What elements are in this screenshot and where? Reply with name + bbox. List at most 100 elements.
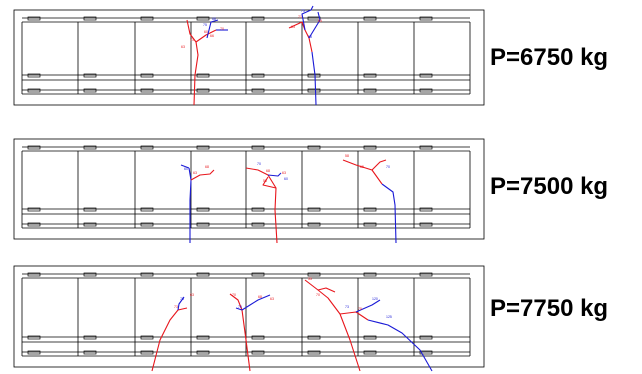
- stirrup-mark: [307, 335, 321, 340]
- crack-number: 68: [258, 295, 262, 299]
- beam-border: [13, 9, 485, 106]
- stirrup-mark: [27, 272, 41, 277]
- stirrup-mark: [27, 16, 41, 21]
- crack-number: 75: [238, 305, 242, 309]
- stirrup-mark: [419, 88, 433, 93]
- stirrup-mark: [196, 73, 210, 78]
- stirrup-mark: [27, 73, 41, 78]
- load-label-2: P=7500 kg: [490, 173, 608, 200]
- stirrup-mark: [83, 145, 97, 150]
- crack-number: 63: [291, 25, 295, 29]
- stirrup-mark: [196, 16, 210, 21]
- crack-line: [206, 19, 219, 39]
- crack-pattern-2: [180, 159, 397, 244]
- crack-line: [235, 307, 243, 311]
- crack-number: 73: [174, 305, 178, 309]
- stirrup-mark: [251, 207, 265, 212]
- stirrup-mark: [363, 16, 377, 21]
- crack-line: [342, 159, 383, 185]
- crack-line: [304, 279, 361, 372]
- crack-number: 60: [204, 30, 208, 34]
- stirrup-mark: [140, 73, 154, 78]
- crack-number: 63: [193, 171, 197, 175]
- crack-pattern-3: [151, 279, 433, 372]
- stirrup-mark: [419, 16, 433, 21]
- crack-number: 65: [318, 19, 322, 23]
- beam-outline-3: [13, 265, 485, 368]
- stirrup-mark: [27, 350, 41, 355]
- crack-line: [177, 296, 185, 311]
- stirrup-mark: [363, 335, 377, 340]
- stirrup-mark: [363, 73, 377, 78]
- stirrup-mark: [196, 207, 210, 212]
- beam-outline-1: [13, 9, 485, 106]
- crack-number: 75: [180, 297, 184, 301]
- stirrup-mark: [251, 73, 265, 78]
- stirrup-mark: [140, 16, 154, 21]
- crack-number: 63: [282, 171, 286, 175]
- crack-number: 68: [212, 17, 216, 21]
- stirrup-mark: [419, 207, 433, 212]
- crack-number: 60: [184, 167, 188, 171]
- stirrup-mark: [196, 145, 210, 150]
- stirrup-mark: [363, 145, 377, 150]
- crack-line: [267, 172, 282, 177]
- load-label-3: P=7750 kg: [490, 295, 608, 322]
- load-label-1: P=6750 kg: [490, 44, 608, 71]
- stirrup-mark: [83, 350, 97, 355]
- stirrup-mark: [419, 272, 433, 277]
- stirrup-mark: [83, 222, 97, 227]
- stirrup-mark: [419, 145, 433, 150]
- stirrup-mark: [419, 73, 433, 78]
- crack-number: 71: [298, 15, 302, 19]
- crack-line: [355, 299, 381, 313]
- stirrup-mark: [307, 272, 321, 277]
- crack-line: [367, 319, 433, 372]
- stirrup-mark: [140, 207, 154, 212]
- stirrup-mark: [251, 16, 265, 21]
- crack-line: [151, 307, 188, 372]
- stirrup-mark: [83, 207, 97, 212]
- crack-number: 75: [358, 307, 362, 311]
- crack-line: [180, 164, 190, 169]
- stirrup-mark: [363, 272, 377, 277]
- stirrup-mark: [140, 350, 154, 355]
- crack-number: 125: [386, 315, 392, 319]
- crack-number: 63: [190, 293, 194, 297]
- crack-line: [190, 169, 215, 181]
- crack-numbers-2: 60 63 68 70 55 63 68 60 58 65 70: [184, 154, 390, 183]
- crack-line: [288, 21, 303, 29]
- crack-number: 65: [360, 165, 364, 169]
- stirrup-mark: [83, 335, 97, 340]
- beam-outline-2: [13, 138, 485, 240]
- stirrup-mark: [307, 88, 321, 93]
- crack-number: 66: [210, 34, 214, 38]
- stirrup-mark: [307, 350, 321, 355]
- crack-number: 55: [263, 179, 267, 183]
- crack-number: 58: [308, 35, 312, 39]
- stirrup-mark: [27, 88, 41, 93]
- crack-number: 73: [345, 305, 349, 309]
- stirrup-mark: [307, 207, 321, 212]
- crack-number: 75: [203, 23, 207, 27]
- stirrup-mark: [251, 272, 265, 277]
- stirrup-mark: [27, 145, 41, 150]
- crack-line: [262, 176, 277, 189]
- crack-line: [301, 5, 314, 31]
- crack-number: 63: [181, 45, 185, 49]
- crack-line: [371, 159, 387, 171]
- crack-number: 63: [270, 297, 274, 301]
- crack-line: [241, 294, 271, 311]
- crack-number: 70: [257, 162, 261, 166]
- stirrup-mark: [251, 88, 265, 93]
- stirrup-mark: [196, 350, 210, 355]
- stirrup-mark: [140, 88, 154, 93]
- crack-line: [308, 11, 321, 39]
- beam-border: [13, 138, 485, 240]
- crack-line: [195, 29, 217, 43]
- stirrup-mark: [196, 272, 210, 277]
- stirrup-mark: [83, 73, 97, 78]
